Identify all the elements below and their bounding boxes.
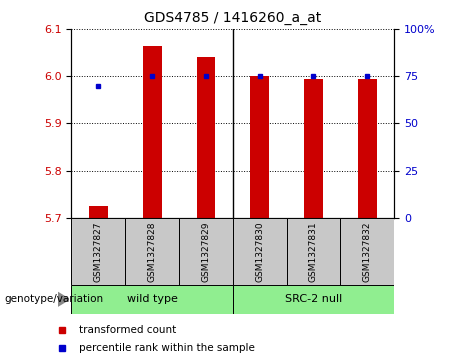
Text: genotype/variation: genotype/variation xyxy=(5,294,104,305)
Bar xyxy=(358,79,377,218)
FancyBboxPatch shape xyxy=(179,218,233,285)
FancyBboxPatch shape xyxy=(287,218,340,285)
Text: SRC-2 null: SRC-2 null xyxy=(285,294,342,305)
Text: GSM1327827: GSM1327827 xyxy=(94,221,103,282)
FancyBboxPatch shape xyxy=(71,285,233,314)
FancyBboxPatch shape xyxy=(233,218,287,285)
FancyBboxPatch shape xyxy=(340,218,394,285)
Text: GSM1327828: GSM1327828 xyxy=(148,221,157,282)
FancyBboxPatch shape xyxy=(125,218,179,285)
Text: wild type: wild type xyxy=(127,294,177,305)
Text: percentile rank within the sample: percentile rank within the sample xyxy=(78,343,254,353)
FancyBboxPatch shape xyxy=(71,218,125,285)
Text: GSM1327830: GSM1327830 xyxy=(255,221,264,282)
Text: transformed count: transformed count xyxy=(78,325,176,335)
Polygon shape xyxy=(58,292,69,306)
Text: GSM1327831: GSM1327831 xyxy=(309,221,318,282)
Bar xyxy=(196,57,215,218)
Bar xyxy=(143,46,161,218)
Title: GDS4785 / 1416260_a_at: GDS4785 / 1416260_a_at xyxy=(144,11,321,25)
Bar xyxy=(250,76,269,218)
Bar xyxy=(304,79,323,218)
Text: GSM1327829: GSM1327829 xyxy=(201,221,210,282)
FancyBboxPatch shape xyxy=(233,285,394,314)
Text: GSM1327832: GSM1327832 xyxy=(363,221,372,282)
Bar xyxy=(89,206,108,218)
